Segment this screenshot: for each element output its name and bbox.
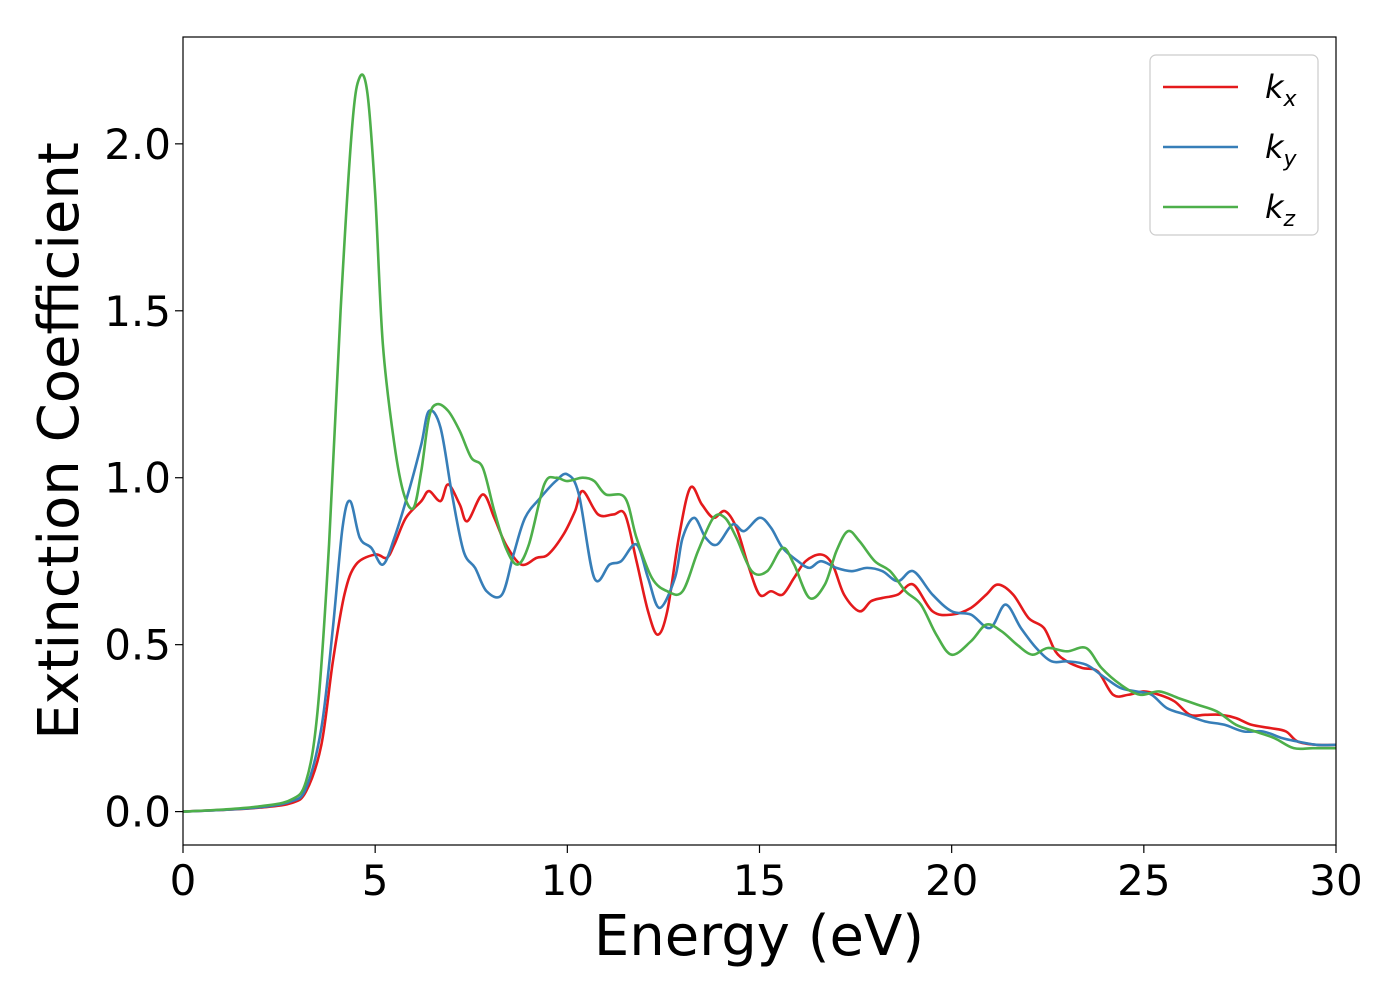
legend-label-kz: kz [1265,188,1296,232]
y-axis-ticks: 0.0 0.5 1.0 1.5 2.0 [104,120,183,837]
y-tick-label: 0.0 [104,788,171,837]
series-line-kx [182,483,1337,813]
x-tick-label: 25 [1117,856,1170,905]
legend-box [1149,54,1319,236]
x-tick-label: 15 [733,856,786,905]
y-tick-label: 1.5 [104,287,171,336]
legend: kx ky kz [1149,54,1319,236]
series-line-kz [182,73,1336,813]
x-tick-label: 10 [541,856,594,905]
y-tick-label: 1.0 [104,454,171,503]
x-tick-label: 20 [925,856,978,905]
y-axis-title: Extinction Coefficient [27,142,92,740]
series-line-ky [182,409,1337,813]
x-tick-label: 0 [170,856,197,905]
x-tick-label: 5 [362,856,389,905]
y-tick-label: 0.5 [104,621,171,670]
x-tick-label: 30 [1309,856,1362,905]
legend-label-kx: kx [1265,68,1298,112]
series-layer [182,73,1337,813]
y-tick-label: 2.0 [104,120,171,169]
legend-entries: kx ky kz [1163,68,1298,232]
x-axis-ticks: 0 5 10 15 20 25 30 [170,845,1363,905]
legend-label-ky: ky [1265,128,1298,172]
x-axis-title: Energy (eV) [594,904,924,969]
